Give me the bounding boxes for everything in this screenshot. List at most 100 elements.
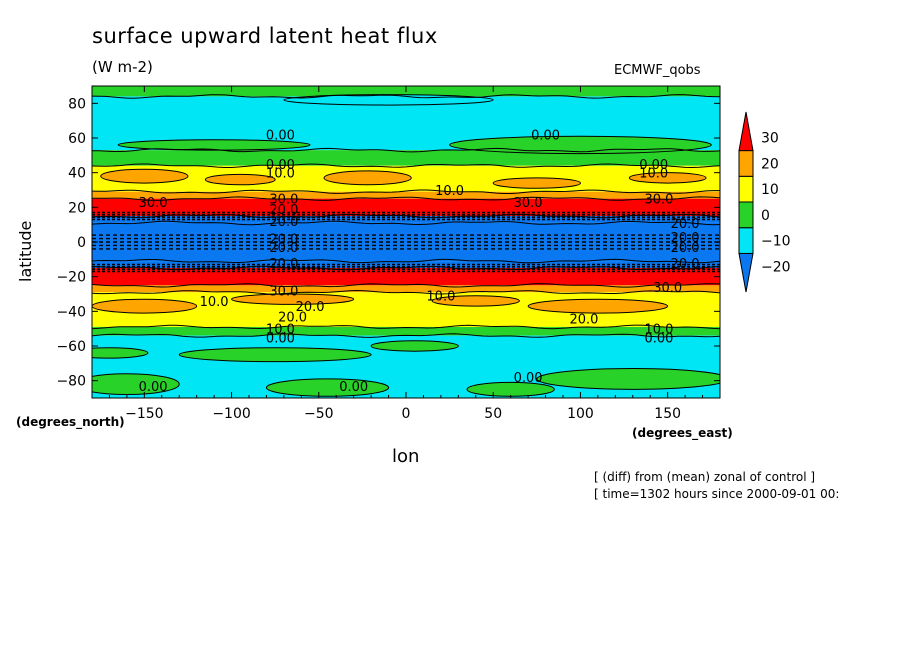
contour-line-4 — [92, 196, 720, 201]
x-tick-label-3: 0 — [402, 406, 411, 422]
contour-label-5: 10.0 — [639, 167, 668, 182]
contour-label-2: 0.00 — [266, 158, 295, 173]
contour-line-12 — [92, 333, 720, 338]
band-9 — [92, 268, 720, 286]
contour-label-26: 20.0 — [569, 312, 598, 327]
x-axis-label: lon — [392, 446, 420, 467]
contour-label-27: 10.0 — [266, 323, 295, 338]
contour-label-12: 20.0 — [671, 217, 700, 232]
colorbar-segment-4 — [738, 150, 754, 177]
band-7 — [92, 222, 720, 262]
contour-label-10: 30.0 — [644, 193, 673, 208]
colorbar-label-4: 20 — [761, 156, 779, 172]
colorbar-label-1: −10 — [761, 234, 791, 250]
chart-title: surface upward latent heat flux — [92, 24, 438, 48]
contour-label-11: 20.0 — [269, 203, 298, 218]
y-axis: 80 60 40 20 0 −20 −40 −60 −80 — [56, 96, 720, 390]
feature-12 — [527, 298, 669, 314]
y-tick-label-3: 20 — [68, 200, 86, 216]
y-tick-label-2: 40 — [68, 166, 86, 182]
feature-10 — [231, 293, 355, 305]
x-axis: −150 −100 −50 0 50 100 150 — [108, 86, 704, 422]
contour-label-8: 30.0 — [269, 193, 298, 208]
contour-label-16: 20.0 — [671, 231, 700, 246]
contour-label-19: 20.0 — [671, 257, 700, 272]
y-tick-label-5: −20 — [56, 270, 86, 286]
feature-16 — [92, 373, 180, 396]
contour-label-14: 20.0 — [269, 233, 298, 248]
contour-line-9 — [92, 283, 720, 288]
contour-label-29: 10.0 — [644, 323, 673, 338]
colorbar: −20 −10 0 10 20 30 — [738, 111, 791, 293]
contour-label-28: 0.00 — [266, 331, 295, 346]
contour-line-1 — [92, 147, 720, 153]
annotation-diff: [ (diff) from (mean) zonal of control ] — [594, 470, 816, 484]
y-tick-label-0: 80 — [68, 96, 86, 112]
colorbar-bottom-arrow — [738, 252, 754, 293]
feature-14 — [178, 347, 372, 363]
x-tick-label-5: 100 — [567, 406, 594, 422]
y-tick-label-4: 0 — [77, 235, 86, 251]
contour-label-32: 0.00 — [339, 380, 368, 395]
contour-line-2 — [92, 163, 720, 169]
contour-line-7 — [92, 258, 720, 264]
y-tick-label-1: 60 — [68, 131, 86, 147]
feature-18 — [536, 368, 720, 390]
feature-2 — [449, 135, 712, 155]
contour-label-25: 20.0 — [278, 311, 307, 326]
y-tick-label-7: −60 — [56, 339, 86, 355]
contour-label-21: 30.0 — [653, 281, 682, 296]
contour-label-33: 0.00 — [514, 371, 543, 386]
y-tick-label-8: −80 — [56, 374, 86, 390]
band-8 — [92, 261, 720, 268]
contour-label-1: 0.00 — [531, 129, 560, 144]
contour-label-31: 0.00 — [139, 380, 168, 395]
feature-8 — [628, 172, 707, 184]
y-tick-label-6: −40 — [56, 304, 86, 320]
feature-11 — [431, 295, 520, 307]
feature-5 — [204, 173, 276, 186]
x-tick-label-6: 150 — [654, 406, 681, 422]
band-10 — [92, 285, 720, 293]
band-6 — [92, 216, 720, 223]
contour-line-8 — [92, 265, 720, 271]
x-tick-label-4: 50 — [484, 406, 502, 422]
colorbar-label-2: 0 — [761, 208, 770, 224]
contour-line-10 — [92, 289, 720, 295]
x-tick-label-0: −150 — [125, 406, 163, 422]
contour-label-24: 20.0 — [296, 300, 325, 315]
colorbar-label-3: 10 — [761, 182, 779, 198]
colorbar-segment-2 — [738, 201, 754, 229]
experiment-label: ECMWF_qobs — [614, 63, 701, 78]
y-axis-label: latitude — [16, 220, 35, 282]
colorbar-segment-1 — [738, 227, 754, 254]
contour-label-23: 10.0 — [426, 290, 455, 305]
x-tick-label-2: −50 — [304, 406, 334, 422]
feature-1 — [408, 86, 439, 87]
contour-line-11 — [92, 324, 720, 330]
chart-units: (W m-2) — [92, 58, 153, 76]
contour-line-0 — [92, 94, 720, 99]
contour-line-6 — [92, 220, 720, 226]
feature-7 — [492, 177, 581, 189]
contour-label-4: 0.00 — [639, 158, 668, 173]
colorbar-top-arrow — [738, 111, 754, 152]
contour-line-3 — [92, 189, 720, 194]
band-2 — [92, 150, 720, 166]
contour-label-18: 20.0 — [269, 257, 298, 272]
annotation-time: [ time=1302 hours since 2000-09-01 00: — [594, 487, 840, 501]
contour-lines — [92, 94, 720, 338]
x-axis-units: (degrees_east) — [632, 426, 733, 440]
colorbar-label-0: −20 — [761, 259, 791, 275]
contour-label-15: 20.0 — [269, 241, 298, 256]
x-tick-label-1: −100 — [212, 406, 250, 422]
feature-13 — [92, 347, 149, 359]
contour-label-17: 20.0 — [671, 241, 700, 256]
contour-line-5 — [92, 213, 720, 219]
contour-label-20: 30.0 — [269, 285, 298, 300]
feature-4 — [100, 168, 189, 184]
colorbar-segment-3 — [738, 175, 754, 203]
contour-label-13: 20.0 — [269, 215, 298, 230]
